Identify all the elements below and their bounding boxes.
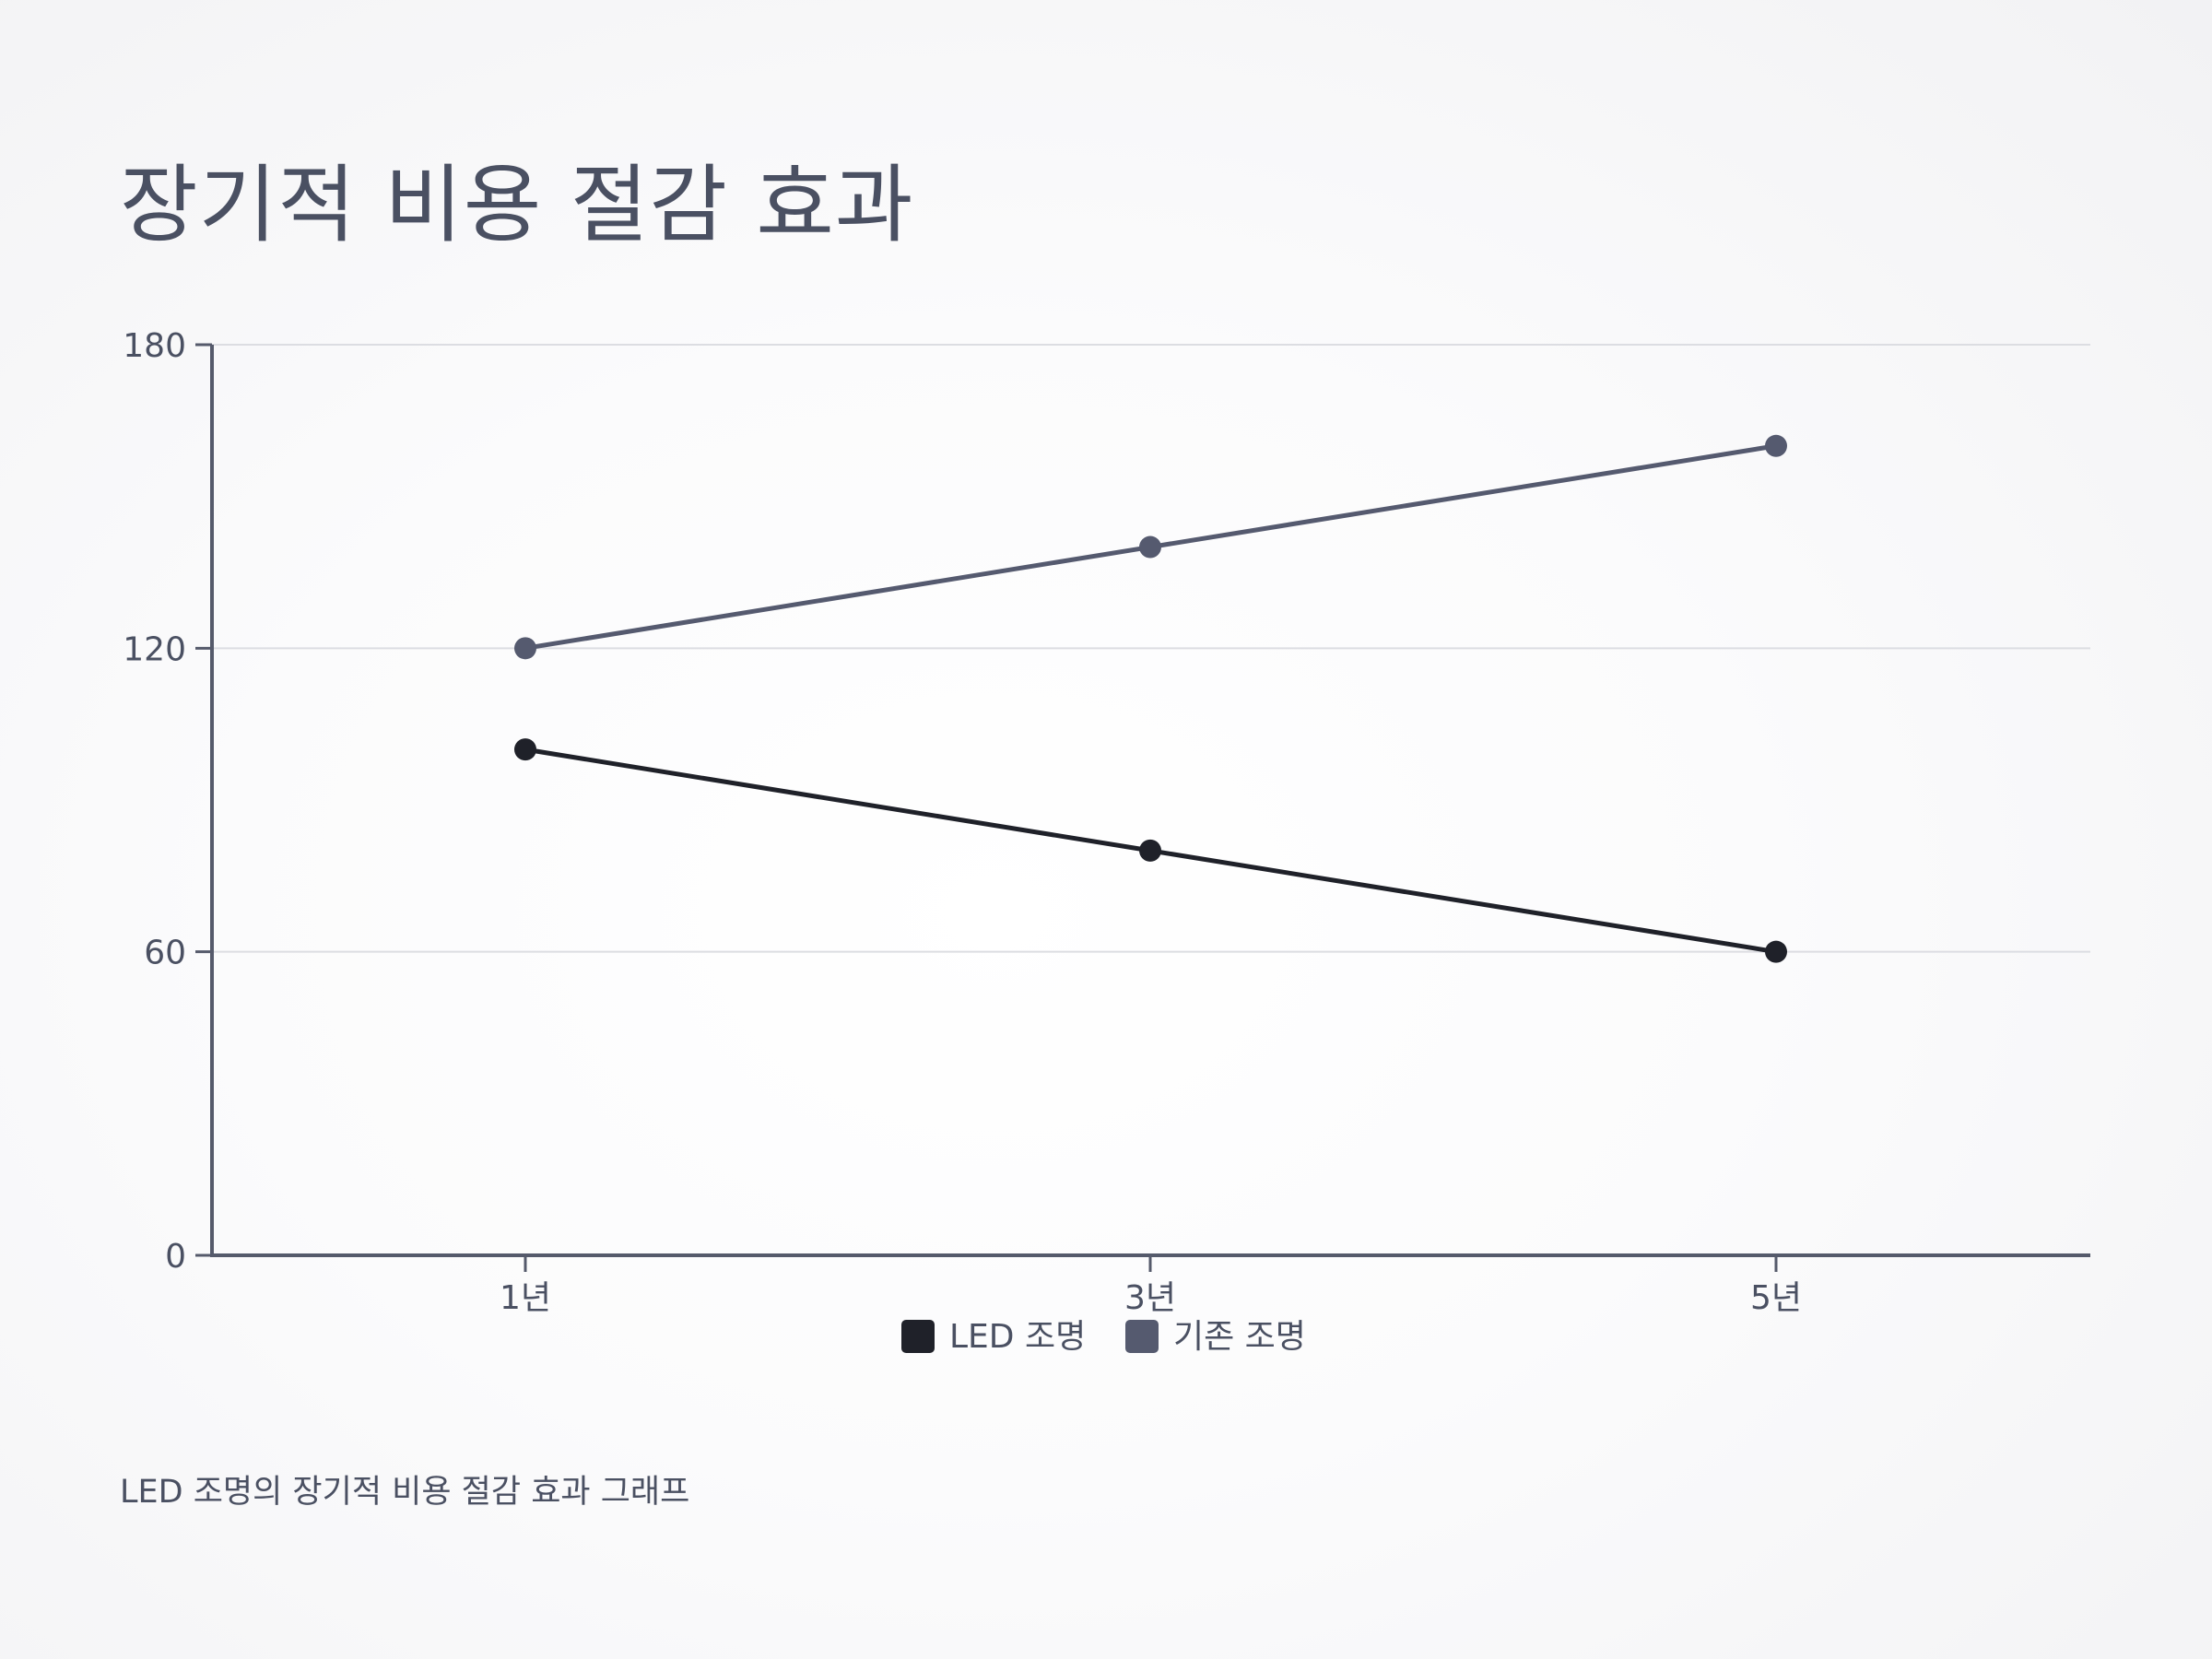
legend-label: 기존 조명 [1173, 1318, 1306, 1356]
x-tick-label: 3년 [1124, 1279, 1176, 1317]
data-point [514, 637, 536, 660]
y-tick-label: 120 [123, 630, 186, 668]
data-point [514, 738, 536, 761]
axes: 0 60 120 180 1년 3년 5년 [123, 327, 2090, 1317]
y-tick-label: 0 [165, 1238, 186, 1276]
data-point [1139, 839, 1161, 862]
chart-caption: LED 조명의 장기적 비용 절감 효과 그래프 [120, 1474, 690, 1511]
legend-label: LED 조명 [949, 1318, 1086, 1356]
x-tick-label: 1년 [500, 1279, 551, 1317]
y-tick-label: 180 [123, 327, 186, 365]
x-tick-label: 5년 [1750, 1279, 1802, 1317]
data-point [1765, 940, 1787, 963]
legend: LED 조명 기존 조명 [901, 1318, 1306, 1356]
series-lines [514, 434, 1787, 963]
legend-swatch [1125, 1320, 1159, 1353]
legend-swatch [901, 1320, 935, 1353]
y-tick-label: 60 [144, 935, 186, 972]
data-point [1765, 434, 1787, 457]
chart-title: 장기적 비용 절감 효과 [120, 156, 914, 254]
data-point [1139, 535, 1161, 559]
